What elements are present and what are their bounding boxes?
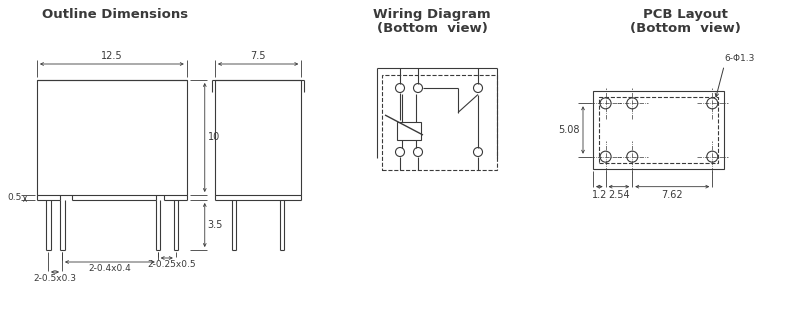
Text: 7.5: 7.5	[250, 51, 266, 61]
Text: PCB Layout: PCB Layout	[642, 8, 727, 21]
Text: (Bottom  view): (Bottom view)	[377, 22, 487, 35]
Bar	[37, 80, 186, 195]
Text: (Bottom  view): (Bottom view)	[630, 22, 741, 35]
Text: 6-Φ1.3: 6-Φ1.3	[724, 54, 754, 63]
Text: Outline Dimensions: Outline Dimensions	[42, 8, 188, 21]
Bar	[215, 80, 302, 195]
Text: 1.2: 1.2	[592, 190, 607, 200]
Text: 2.54: 2.54	[608, 190, 630, 200]
Text: Wiring Diagram: Wiring Diagram	[373, 8, 491, 21]
Bar	[599, 97, 718, 163]
Text: 10: 10	[208, 133, 220, 142]
Text: 12.5: 12.5	[101, 51, 122, 61]
Text: 5.08: 5.08	[558, 125, 580, 135]
Text: 3.5: 3.5	[208, 220, 223, 230]
Text: 2-0.5x0.3: 2-0.5x0.3	[34, 274, 77, 283]
Text: 2-0.25x0.5: 2-0.25x0.5	[147, 260, 196, 269]
Text: 2-0.4x0.4: 2-0.4x0.4	[89, 264, 131, 273]
Text: 7.62: 7.62	[662, 190, 683, 200]
Text: 0.5: 0.5	[8, 193, 22, 202]
Bar	[593, 91, 724, 169]
Bar	[397, 122, 421, 139]
Bar	[382, 75, 497, 170]
